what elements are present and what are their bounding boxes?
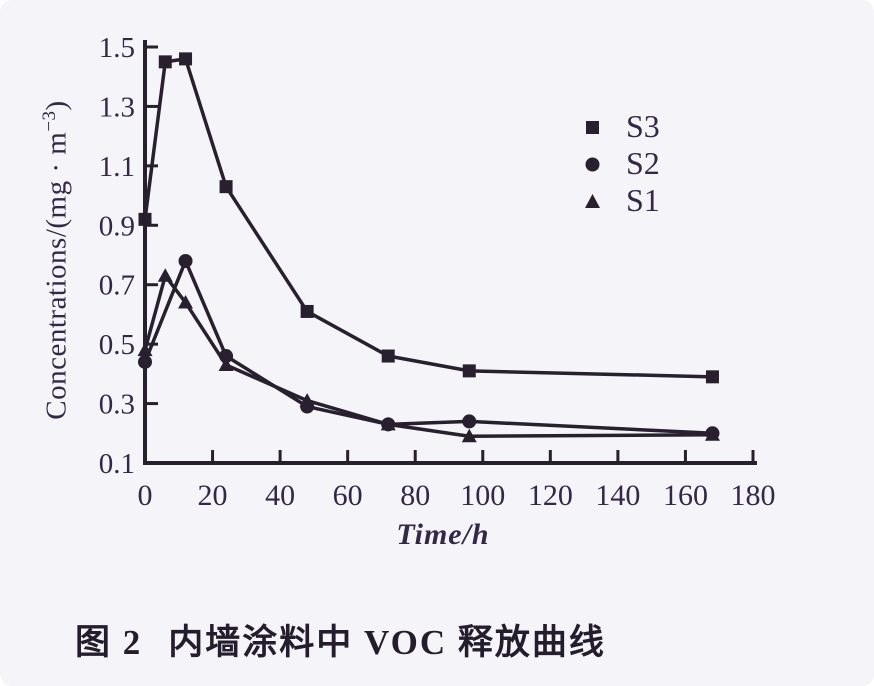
figure-number: 图 2 (75, 623, 143, 662)
series-s3-marker (705, 370, 719, 384)
series-s2-marker (462, 414, 477, 429)
x-tick-label: 80 (400, 479, 430, 512)
x-tick-label: 40 (265, 479, 295, 512)
series-s3-marker (462, 364, 476, 378)
series-s3-marker (138, 212, 152, 226)
x-tick-label: 60 (333, 479, 363, 512)
figure-title: 内墙涂料中 VOC 释放曲线 (168, 623, 606, 662)
y-tick-label: 0.9 (99, 210, 135, 242)
legend-label-s1: S1 (626, 182, 660, 218)
series-s2-line (143, 259, 715, 436)
series-s1-marker (299, 393, 315, 407)
legend-label-s2: S2 (626, 145, 660, 181)
series-s3-marker (300, 304, 314, 318)
series-s3-marker (381, 349, 395, 363)
y-tick-label: 0.7 (99, 270, 135, 302)
x-tick-label: 140 (595, 479, 640, 512)
series-s3-marker (158, 55, 172, 69)
y-axis-label-close: ) (40, 100, 73, 111)
series-s1-marker (137, 342, 153, 357)
y-tick-label: 0.1 (99, 448, 135, 480)
x-tick-label: 20 (198, 479, 228, 512)
series-s1-marker (178, 295, 194, 309)
legend-item-s3: S3 (582, 108, 660, 145)
series-s1-marker (380, 416, 396, 431)
y-tick-label: 1.1 (99, 151, 135, 183)
y-tick-label: 1.5 (99, 32, 135, 64)
series-s3-marker (179, 52, 193, 66)
triangle-marker-icon (585, 193, 600, 208)
y-axis-label-main: Concentrations/(mg · m (40, 131, 73, 420)
series-s3-marker (219, 180, 233, 194)
y-axis-label-exponent: −3 (39, 110, 60, 132)
y-axis-label: Concentrations/(mg · m−3) (39, 55, 79, 465)
legend: S3 S2 S1 (582, 108, 660, 219)
y-tick-label: 1.3 (99, 91, 135, 123)
series-s1-marker (157, 268, 173, 282)
legend-label-s3: S3 (626, 108, 660, 144)
legend-item-s1: S1 (582, 182, 660, 219)
series-s2-marker (138, 354, 152, 369)
x-tick-label: 120 (528, 479, 573, 512)
series-s1-marker (218, 357, 234, 371)
square-marker-icon (586, 120, 599, 134)
series-s2-marker (178, 253, 193, 268)
series-s1-marker (461, 428, 477, 443)
figure-caption: 图 2 内墙涂料中 VOC 释放曲线 (75, 614, 606, 665)
y-tick-label: 0.5 (99, 329, 135, 361)
x-tick-label: 180 (731, 479, 776, 512)
y-tick-label: 0.3 (99, 389, 135, 421)
legend-item-s2: S2 (582, 145, 660, 182)
x-tick-label: 0 (138, 479, 153, 512)
circle-marker-icon (585, 157, 600, 171)
x-tick-label: 100 (460, 479, 505, 512)
x-tick-label: 160 (663, 479, 708, 512)
series-s1-marker (704, 427, 720, 441)
x-axis-label: Time/h (396, 518, 490, 551)
